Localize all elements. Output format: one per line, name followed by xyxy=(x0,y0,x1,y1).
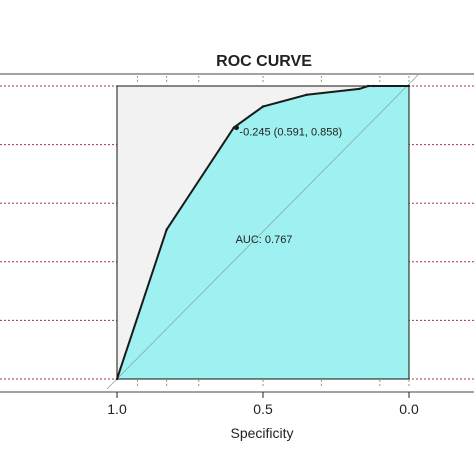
curve-point-3 xyxy=(261,105,265,108)
curve-point-5 xyxy=(358,87,361,91)
threshold-label: -0.245 (0.591, 0.858) xyxy=(239,127,342,139)
x-axis-label: Specificity xyxy=(230,425,293,441)
roc-curve xyxy=(115,84,411,381)
x-tick-label-0: 1.0 xyxy=(107,401,127,417)
auc-label: AUC: 0.767 xyxy=(236,234,293,246)
chart-title: ROC CURVE xyxy=(216,53,312,70)
chance-diagonal xyxy=(106,73,420,390)
diagonal-line xyxy=(106,73,420,390)
curve-point-4 xyxy=(305,93,308,96)
curve-point-6 xyxy=(366,84,370,88)
x-tick-label-2: 0.0 xyxy=(399,401,419,417)
curve-point-0 xyxy=(115,377,119,381)
curve-point-1 xyxy=(165,228,168,231)
curve-point-8 xyxy=(407,84,411,88)
tick-marks xyxy=(136,76,410,388)
outer-frame xyxy=(0,73,474,393)
x-axis: 1.0 0.5 0.0 xyxy=(107,392,419,417)
panel-border xyxy=(116,85,410,380)
x-tick-label-1: 0.5 xyxy=(253,401,273,417)
curve-point-7 xyxy=(372,84,376,88)
threshold-point xyxy=(233,125,239,131)
